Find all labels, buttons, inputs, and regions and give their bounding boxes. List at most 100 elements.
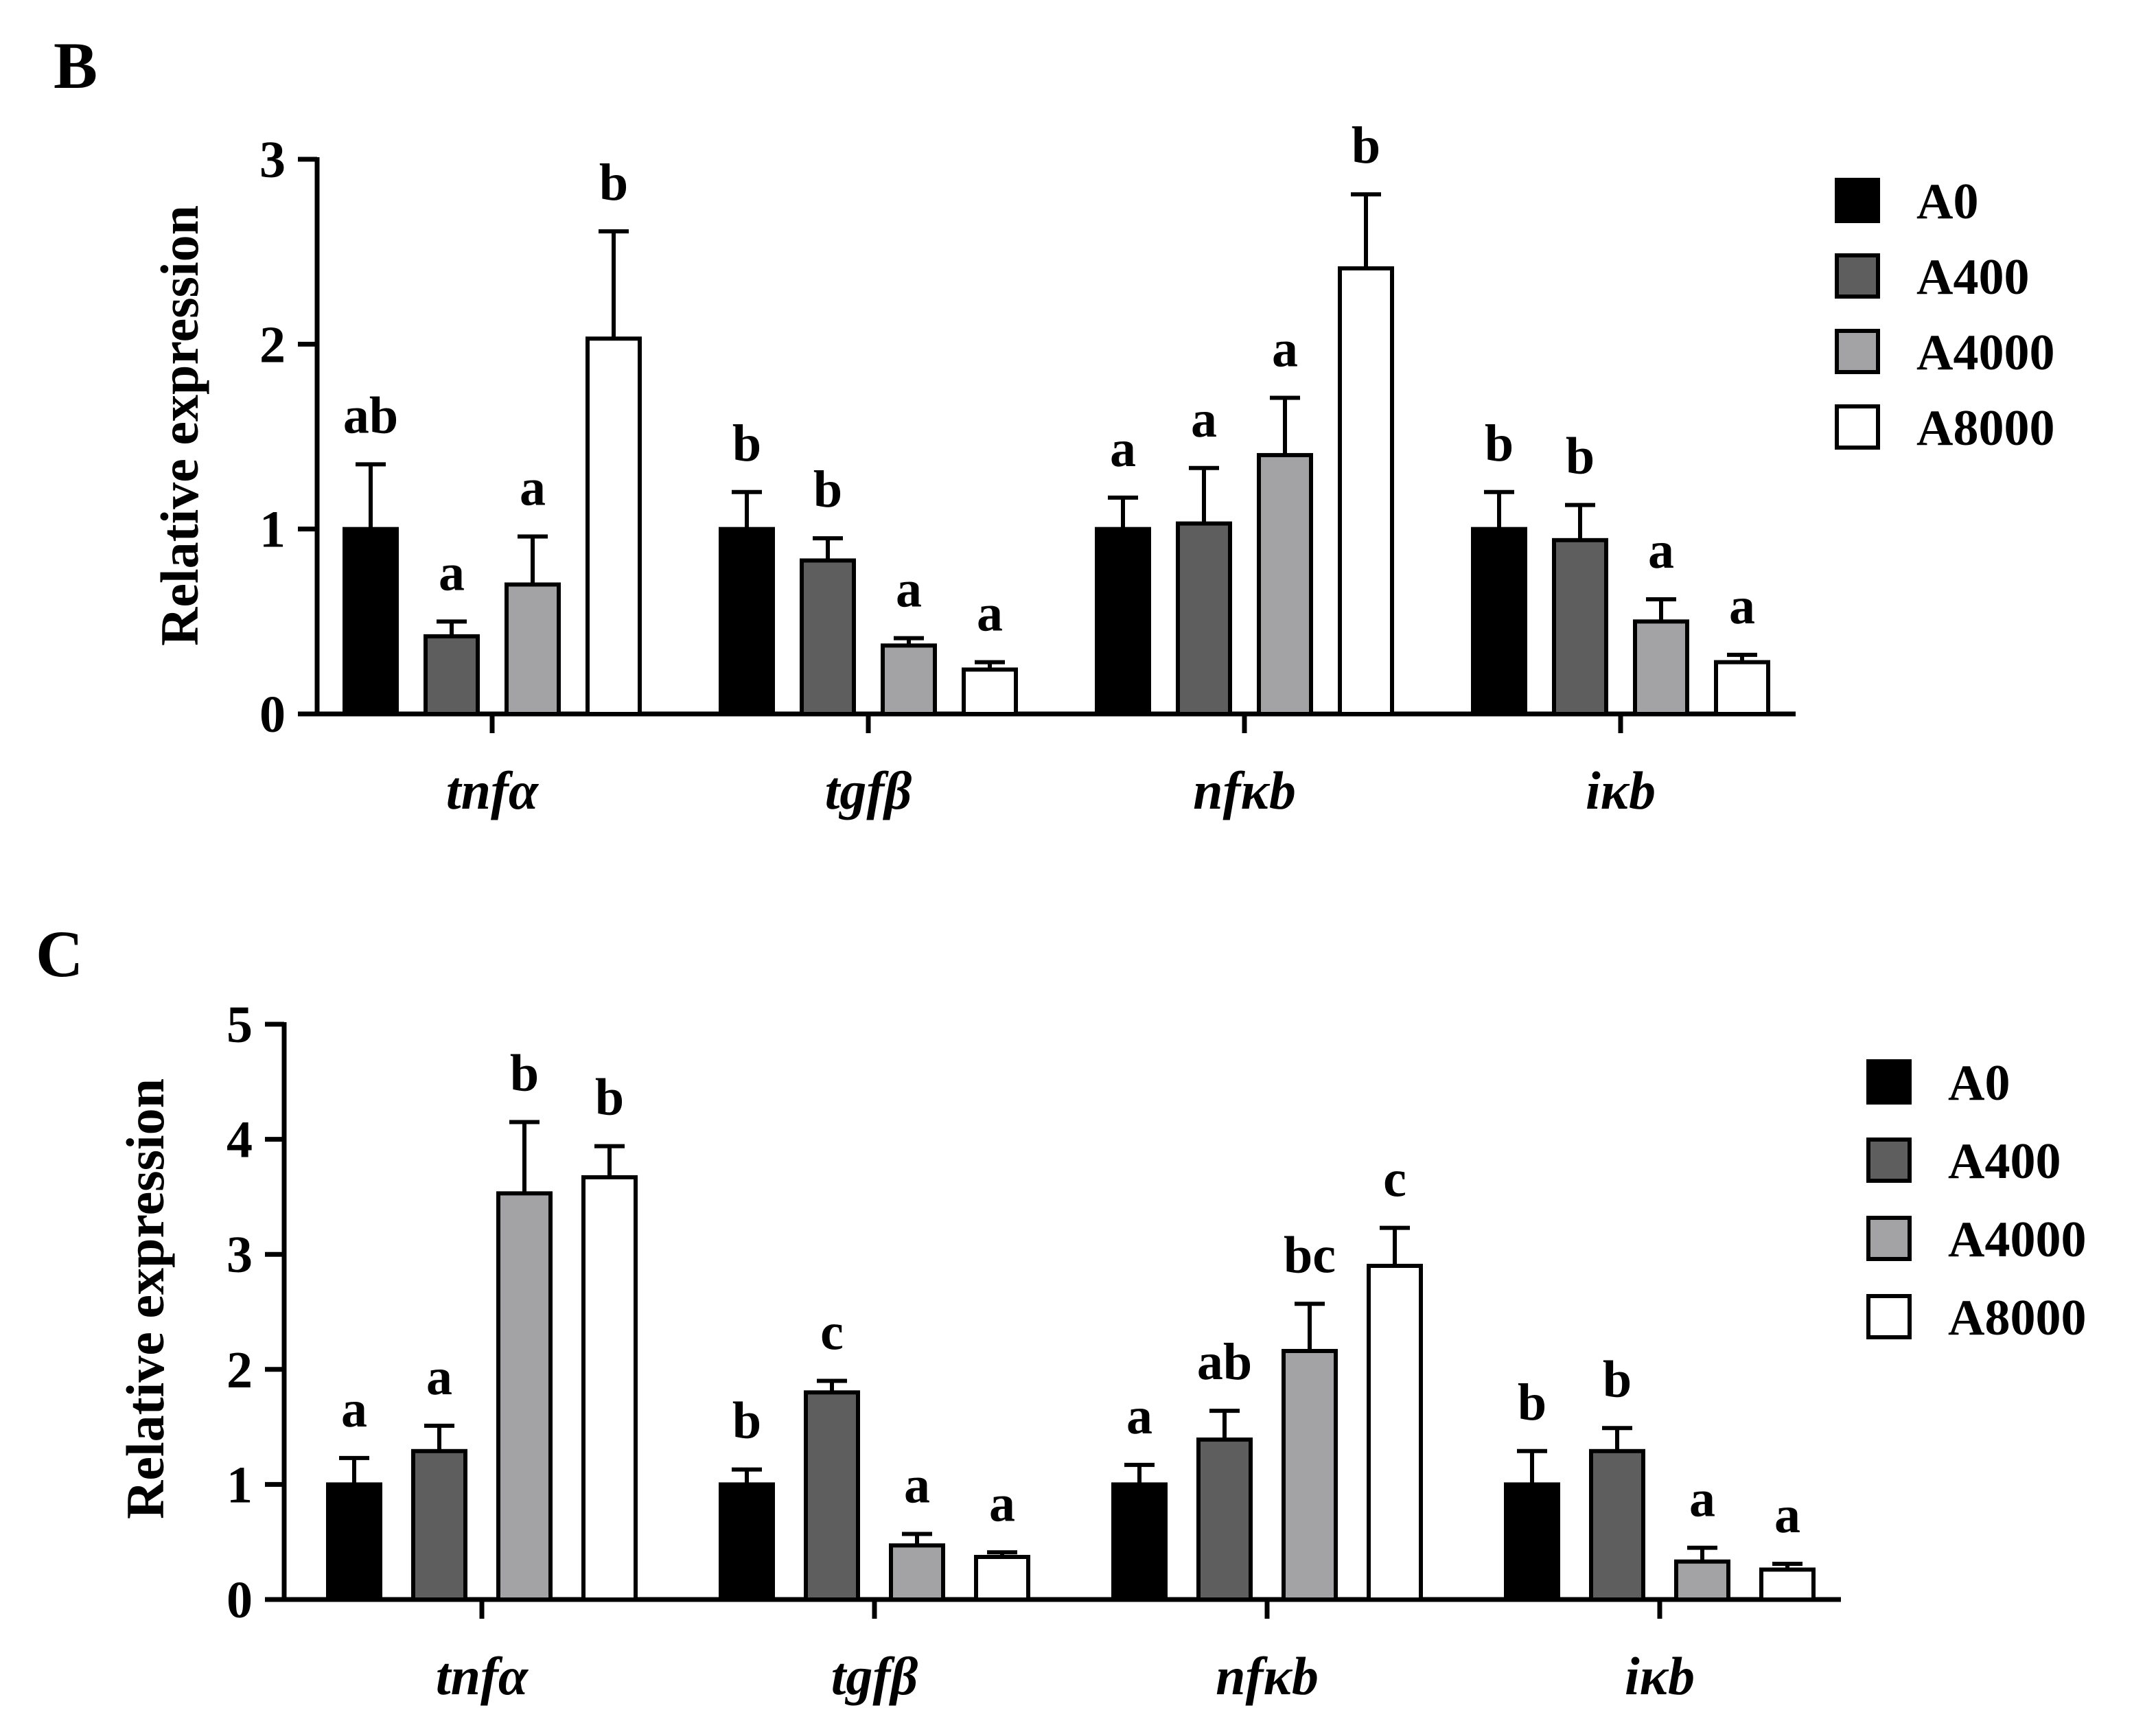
panel-c-y-axis-label: Relative expression [115,1078,175,1519]
panel-c-legend-swatch-a0 [1866,1059,1912,1105]
panel-b-significance-label: b [813,461,842,518]
panel-b-category-label: tgfβ [825,761,912,820]
panel-c-significance-label: c [820,1304,844,1361]
panel-c-y-tick-label: 2 [227,1341,253,1399]
panel-b-significance-label: a [1272,320,1298,378]
panel-c-bar-a8000 [581,1175,638,1602]
panel-c-y-tick-label: 4 [227,1111,253,1169]
panel-b-legend-label-a0: A0 [1916,174,1978,230]
panel-c-bar-a400 [411,1448,467,1602]
panel-c-bar-a8000 [1367,1263,1423,1602]
panel-b-bar-a0 [1471,527,1527,717]
panel-c-significance-label: b [595,1069,624,1127]
panel-b-legend: A0 A400 A4000 A8000 [1835,174,2054,457]
panel-b-bar-a8000 [586,336,642,716]
panel-b-legend-label-a8000: A8000 [1916,400,2054,457]
panel-b-y-tick-label: 3 [259,131,286,189]
panel-c-significance-label: a [904,1456,930,1514]
panel-c-significance-label: b [510,1044,539,1102]
panel-b-bars [343,192,1770,717]
panel-b-legend-swatch-a4000 [1835,329,1880,374]
panel-c-bar-a400 [804,1390,860,1602]
panel-b-significance-label: b [599,154,628,211]
panel-c-bar-a0 [1504,1482,1560,1602]
panel-b-bar-a400 [1176,521,1232,716]
panel-c-category-label: tgfβ [831,1646,918,1706]
panel-b-bar-a8000 [1714,660,1770,716]
panel-b-significance-label: b [1566,428,1595,485]
panel-b-significance-label: ab [343,386,398,444]
panel-c-y-tick-label: 0 [227,1571,253,1629]
panel-b-bar-a4000 [1633,619,1689,716]
panel-c-significance-label: b [732,1392,761,1450]
panel-c-y-tick-label: 5 [227,996,253,1054]
panel-b-bar-a4000 [881,643,937,717]
panel-b-bar-a8000 [1338,266,1394,716]
panel-c-letter: C [36,917,83,991]
panel-c-category-label: iκb [1625,1646,1695,1706]
panel-c-legend-swatch-a400 [1866,1138,1912,1183]
panel-b-significance-label: a [896,561,922,619]
panel-c-y-tick-label: 3 [227,1226,253,1284]
panel-c-significance-label: bc [1284,1226,1336,1284]
panel-c-bar-a400 [1196,1437,1253,1602]
panel-b-category-label: nfκb [1193,761,1296,820]
panel-b-significance-label: a [1110,420,1136,478]
panel-c-significance-label: a [1689,1470,1715,1528]
panel-c-legend-label-a4000: A4000 [1948,1212,2086,1268]
panel-b-legend-swatch-a400 [1835,253,1880,299]
panel-b-bar-a400 [1552,538,1608,716]
panel-b-significance-label: a [1648,522,1674,579]
panel-c-significance-label: a [1774,1486,1800,1544]
panel-b-y-tick-label: 2 [259,316,286,373]
panel-b-significance-label: a [439,544,465,601]
panel-c-legend-swatch-a4000 [1866,1216,1912,1261]
panel-b-y-tick-label: 1 [259,501,286,559]
panel-c-bar-a4000 [496,1191,553,1602]
panel-c-y-tick-label: 1 [227,1456,253,1514]
panel-b-bar-a0 [1095,527,1151,717]
panel-c-significance-label: a [989,1475,1015,1532]
panel-c-significance-label: a [1126,1387,1152,1445]
panel-b-bar-a4000 [1257,452,1313,717]
panel-c-bar-a8000 [1759,1567,1816,1602]
panel-b-significance-label: b [1485,415,1514,472]
panel-c-significance-label: ab [1197,1333,1252,1391]
panel-c-significance-label: b [1518,1374,1546,1431]
panel-c-bar-a0 [326,1482,382,1602]
panel-c-legend-swatch-a8000 [1866,1294,1912,1339]
panel-c-significance-label: c [1383,1151,1406,1208]
panel-c-category-label: tnfα [436,1646,529,1706]
panel-c-bar-a0 [719,1482,775,1602]
panel-b-significance-label: a [520,459,546,516]
panel-c-legend-label-a0: A0 [1948,1055,2010,1111]
panel-b-letter: B [54,29,97,102]
panel-b-significance-label: b [1352,117,1380,174]
panel-b-significance-label: a [1729,577,1755,635]
panel-c-significance-label: b [1603,1350,1632,1408]
panel-b-bar-a400 [424,634,480,717]
panel-c-legend: A0 A400 A4000 A8000 [1866,1055,2086,1346]
panel-c-bar-a4000 [1674,1559,1730,1602]
panel-c-legend-label-a400: A400 [1948,1133,2061,1190]
panel-b-legend-swatch-a0 [1835,178,1880,223]
panel-b-bar-a400 [800,558,856,716]
panel-b-legend-label-a400: A400 [1916,249,2029,305]
panel-b-bar-a0 [343,527,399,717]
panel-c-significance-label: a [426,1348,452,1406]
panel-b-category-label: iκb [1586,761,1656,820]
panel-c-legend-label-a8000: A8000 [1948,1290,2086,1346]
panel-c-bars [326,1120,1816,1602]
panel-b-legend-swatch-a8000 [1835,404,1880,450]
panel-c-significance-label: a [341,1381,367,1438]
panel-c-bar-a8000 [974,1554,1030,1602]
panel-b-significance-label: a [1191,391,1217,448]
panel-b-category-label: tnfα [446,761,540,820]
panel-b-legend-label-a4000: A4000 [1916,325,2054,381]
panel-b-significance-label: a [977,585,1003,643]
